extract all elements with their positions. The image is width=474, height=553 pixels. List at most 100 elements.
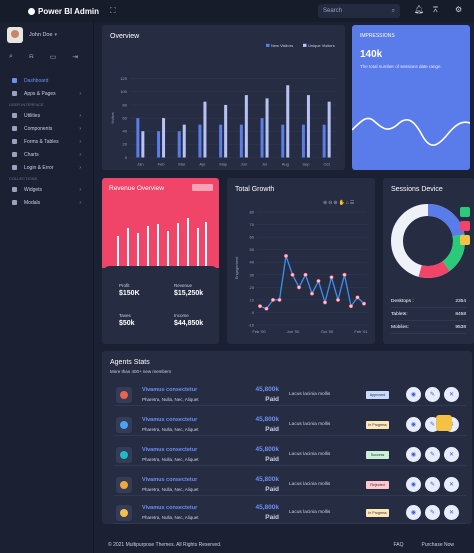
modals-icon <box>12 200 17 205</box>
revenue-bars <box>117 218 207 276</box>
sidebar-item-utilities[interactable]: Utilities › <box>0 109 93 122</box>
view-icon[interactable]: ◉ <box>406 417 421 432</box>
sidebar-item-charts[interactable]: Charts › <box>0 148 93 161</box>
brand[interactable]: Power BI Admin <box>0 7 100 16</box>
agent-amount: 45,800k <box>255 476 280 483</box>
agents-card: Agents Stats More than 400+ new members … <box>102 351 472 524</box>
y-tick-label: 50 <box>250 247 255 252</box>
data-point <box>322 300 328 305</box>
data-point <box>296 285 302 290</box>
sidebar-item-forms-tables[interactable]: Forms & Tables › <box>0 135 93 148</box>
view-icon[interactable]: ◉ <box>406 447 421 462</box>
x-tick-label: Feb '00 <box>252 329 266 334</box>
chart-toolbar[interactable]: ⊕⊖⊕✋⌂☰ <box>323 200 356 206</box>
notifications-icon[interactable]: ⩞ <box>433 5 438 14</box>
agent-description: Lacus lacinia mollis <box>289 452 331 457</box>
bar <box>322 124 326 158</box>
color-picker-icon[interactable] <box>460 221 470 231</box>
edit-icon[interactable]: ✎ <box>425 505 440 520</box>
bar <box>306 95 310 158</box>
bell-icon[interactable]: 🔔︎ <box>414 5 425 14</box>
delete-icon[interactable]: ✕ <box>444 477 459 492</box>
agent-amount: 45,800k <box>255 446 280 453</box>
footer: © 2021 Multipurpose Themes. All Rights R… <box>100 536 474 553</box>
agent-name[interactable]: Vivamus consectetur <box>142 447 198 453</box>
search-icon[interactable]: ⌕ <box>9 53 13 60</box>
impressions-subtitle: The total number of sessions date range. <box>360 64 442 69</box>
data-point <box>342 272 347 277</box>
search-input[interactable]: Search ⌕ <box>318 4 400 18</box>
chat-float-icon[interactable] <box>436 415 452 431</box>
search-icon[interactable]: ⌕ <box>391 7 395 14</box>
agent-name[interactable]: Vivamus consectetur <box>142 417 198 423</box>
sidebar-item-dashboard[interactable]: Dashboard <box>0 74 93 87</box>
sidebar-item-widgets[interactable]: Widgets › <box>0 183 93 196</box>
status-badge: Rejected <box>366 481 389 489</box>
data-point <box>277 297 282 302</box>
delete-icon[interactable]: ✕ <box>444 505 459 520</box>
delete-icon[interactable]: ✕ <box>444 387 459 402</box>
sidebar-item-apps-pages[interactable]: Apps & Pages › <box>0 87 93 100</box>
y-tick-label: 80 <box>250 210 255 215</box>
agent-name[interactable]: Vivamus consectetur <box>142 505 198 511</box>
bar <box>219 124 223 158</box>
charts-icon <box>12 152 17 157</box>
agent-amount: 45,800k <box>255 416 280 423</box>
growth-line <box>259 255 365 310</box>
agent-tags: Pharetra, Nulla, Nec, Aliquet <box>142 487 199 492</box>
revenue-period-button[interactable] <box>192 184 213 191</box>
bar <box>198 124 202 158</box>
agent-name[interactable]: Vivamus consectetur <box>142 477 198 483</box>
edit-icon[interactable]: ✎ <box>425 477 440 492</box>
chat-icon[interactable]: ▭ <box>49 54 57 61</box>
sidebar-item-components[interactable]: Components › <box>0 122 93 135</box>
status-badge: Success <box>366 451 389 459</box>
bar <box>281 124 285 158</box>
legend-swatch <box>303 43 307 47</box>
y-tick-label: 40 <box>250 260 255 265</box>
logout-icon[interactable]: ⇥ <box>72 54 79 61</box>
bar <box>141 131 145 158</box>
bell-icon[interactable]: ⍾ <box>28 53 34 60</box>
settings-icon[interactable]: ⚙ <box>455 5 463 14</box>
edit-icon[interactable]: ✎ <box>425 447 440 462</box>
footer-link-purchase[interactable]: Purchase Now <box>421 541 454 548</box>
search-placeholder: Search <box>323 8 343 14</box>
stat-value: $15,250k <box>174 290 204 297</box>
stat-value: $50k <box>119 320 135 327</box>
x-tick-label: Aug <box>282 163 289 167</box>
growth-card: Total Growth ⊕⊖⊕✋⌂☰ -10 0 10 20 30 40 50 60 70 80… <box>227 178 375 344</box>
agent-row: Vivamus consectetur Pharetra, Nulla, Nec,… <box>114 384 466 406</box>
y-tick-label: -10 <box>248 323 255 328</box>
sessions-donut <box>391 204 465 278</box>
lock-icon <box>12 165 17 170</box>
view-icon[interactable]: ◉ <box>406 477 421 492</box>
agent-paid: Paid <box>265 514 279 521</box>
impressions-title: IMPRESSIONS <box>360 33 395 39</box>
data-point <box>283 253 289 258</box>
footer-link-faq[interactable]: FAQ <box>393 541 404 548</box>
view-icon[interactable]: ◉ <box>406 505 421 520</box>
data-point <box>335 297 341 302</box>
status-badge: In Progress <box>366 421 389 429</box>
sidebar: John Doe ▾ ⌕ ⍾ ▭ ⇥ Dashboard Apps & Page… <box>0 22 94 553</box>
view-icon[interactable]: ◉ <box>406 387 421 402</box>
y-tick-label: 30 <box>250 272 255 277</box>
data-point <box>303 272 308 277</box>
agent-tags: Pharetra, Nulla, Nec, Aliquet <box>142 457 199 462</box>
user-menu[interactable]: John Doe ▾ <box>0 22 93 48</box>
dashboard-icon <box>12 78 17 83</box>
growth-title: Total Growth <box>235 186 275 193</box>
edit-icon[interactable]: ✎ <box>425 387 440 402</box>
layout-icon[interactable] <box>460 235 470 245</box>
sidebar-item-login-error[interactable]: Login & Error › <box>0 161 93 174</box>
fullscreen-icon[interactable]: ⛶ <box>110 6 116 15</box>
sessions-row: Tablets: 8458 <box>391 309 466 321</box>
agent-name[interactable]: Vivamus consectetur <box>142 387 198 393</box>
theme-toggle-icon[interactable] <box>460 207 470 217</box>
components-icon <box>12 126 17 131</box>
legend-swatch <box>266 43 270 47</box>
sidebar-item-modals[interactable]: Modals › <box>0 196 93 209</box>
agent-amount: 45,800k <box>255 386 280 393</box>
delete-icon[interactable]: ✕ <box>444 447 459 462</box>
